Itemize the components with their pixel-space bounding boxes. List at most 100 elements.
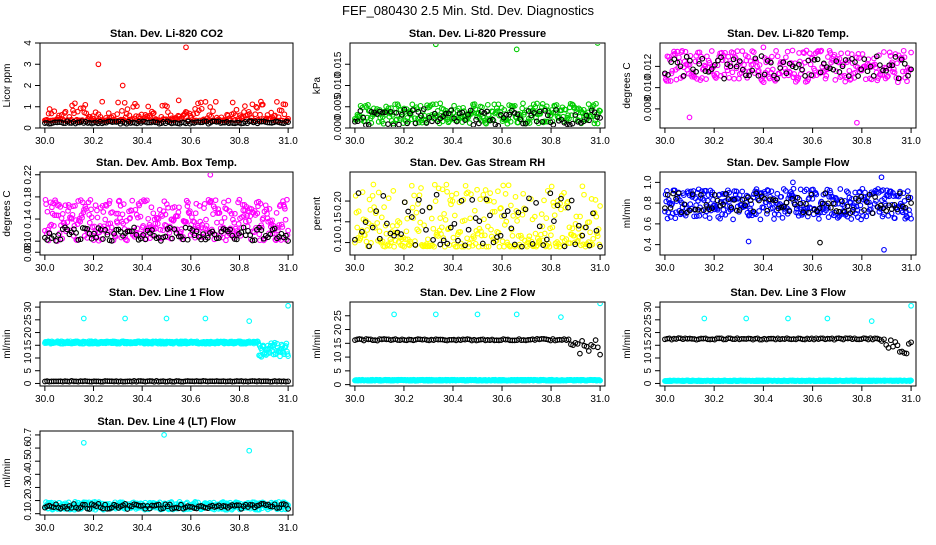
data-point — [774, 53, 781, 60]
data-point — [434, 108, 441, 114]
data-point — [352, 236, 358, 243]
data-point — [84, 505, 91, 512]
y-tick-label: 0.22 — [23, 165, 34, 185]
data-point — [736, 192, 743, 198]
data-point — [376, 228, 383, 235]
data-point — [843, 74, 849, 81]
data-point — [198, 105, 205, 112]
data-point — [149, 227, 155, 233]
series-reference — [42, 224, 291, 244]
data-point — [669, 67, 676, 74]
data-point — [135, 214, 141, 221]
data-point — [217, 225, 224, 232]
data-point — [274, 505, 280, 511]
data-point — [579, 183, 586, 190]
data-point — [401, 199, 408, 206]
data-point — [200, 231, 207, 237]
data-point — [145, 103, 152, 110]
data-point — [470, 122, 477, 127]
data-point — [736, 207, 743, 213]
data-point — [500, 182, 507, 189]
data-point — [376, 235, 383, 242]
data-point — [267, 231, 274, 238]
x-tick-label: 30.6 — [803, 263, 823, 274]
data-point — [715, 57, 721, 64]
data-point — [467, 107, 474, 114]
data-point — [106, 200, 112, 207]
data-point — [839, 198, 845, 205]
data-point — [134, 103, 140, 109]
data-point — [742, 202, 748, 208]
data-point — [442, 216, 449, 223]
data-point — [563, 236, 570, 242]
data-point — [46, 230, 53, 237]
data-point — [472, 215, 479, 221]
data-point — [681, 201, 688, 208]
data-point — [86, 506, 93, 512]
data-point — [148, 204, 155, 211]
data-point — [77, 105, 84, 112]
data-point — [461, 217, 468, 224]
data-point — [785, 315, 791, 322]
x-tick-label: 31.0 — [901, 263, 921, 274]
data-point — [756, 208, 762, 214]
data-point — [547, 190, 554, 197]
data-point — [204, 234, 211, 241]
data-point — [894, 342, 901, 349]
data-point — [797, 200, 804, 207]
data-point — [501, 212, 508, 219]
data-point — [873, 53, 880, 60]
data-point — [278, 221, 285, 228]
data-point — [485, 243, 492, 250]
x-tick-label: 30.4 — [443, 394, 463, 405]
data-point — [455, 237, 461, 244]
data-point — [908, 303, 914, 309]
data-point — [727, 60, 733, 67]
data-point — [533, 118, 540, 125]
data-point — [543, 215, 550, 221]
data-point — [745, 53, 751, 60]
data-point — [495, 188, 501, 195]
data-point — [453, 118, 460, 125]
data-point — [861, 56, 868, 62]
data-point — [718, 54, 724, 61]
data-point — [575, 225, 582, 232]
data-point — [558, 116, 565, 123]
data-point — [407, 110, 413, 117]
data-point — [775, 205, 782, 212]
data-point — [478, 232, 485, 239]
data-point — [520, 190, 527, 197]
data-point — [396, 219, 403, 226]
data-point — [833, 68, 840, 75]
data-point — [855, 73, 861, 79]
data-point — [483, 196, 490, 203]
x-tick-label: 30.2 — [394, 263, 414, 274]
data-point — [137, 213, 144, 220]
data-point — [282, 216, 289, 223]
y-tick-label: 0.6 — [643, 216, 654, 230]
data-point — [905, 194, 912, 201]
data-point — [817, 69, 824, 76]
data-point — [503, 111, 510, 118]
data-point — [665, 197, 672, 203]
data-point — [672, 215, 679, 222]
data-point — [489, 116, 496, 123]
data-point — [514, 111, 521, 118]
data-point — [803, 47, 810, 54]
data-point — [820, 69, 826, 76]
data-point — [389, 223, 396, 229]
data-point — [445, 226, 451, 233]
data-point — [820, 60, 827, 67]
data-point — [352, 239, 358, 246]
data-point — [771, 72, 777, 79]
data-point — [808, 191, 815, 198]
data-point — [589, 113, 595, 120]
data-point — [536, 237, 543, 244]
data-point — [881, 49, 887, 55]
data-point — [458, 243, 465, 250]
x-tick-label: 30.4 — [132, 394, 152, 405]
data-point — [413, 209, 420, 216]
x-tick-label: 30.4 — [754, 136, 774, 147]
x-tick-label: 30.4 — [443, 263, 463, 274]
